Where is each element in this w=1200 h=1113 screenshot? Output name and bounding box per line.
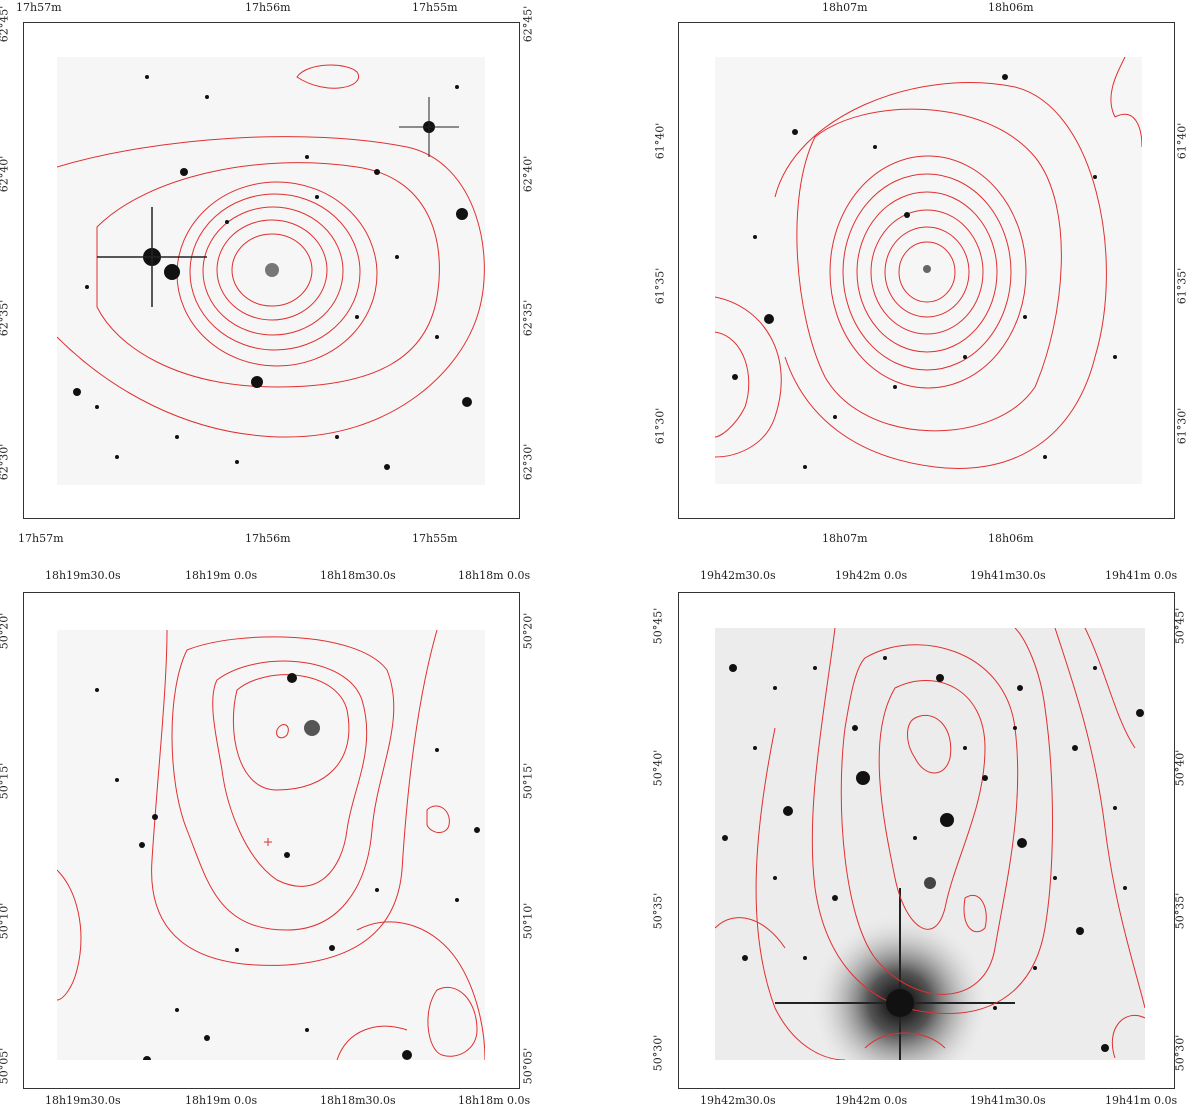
- dec-right-label: 62°40': [522, 156, 534, 193]
- sky-image: [57, 57, 485, 485]
- dec-right-label: 62°30': [522, 444, 534, 481]
- dec-left-label: 61°30': [654, 408, 666, 445]
- dec-left-label: 61°40': [654, 123, 666, 160]
- sky-image: [715, 628, 1145, 1060]
- dec-left-label: 50°20': [0, 613, 10, 650]
- ra-top-label: 18h18m 0.0s: [458, 570, 530, 582]
- dec-right-label: 62°35': [522, 300, 534, 337]
- ra-top-label: 18h07m: [822, 2, 868, 14]
- ra-top-label: 18h06m: [988, 2, 1034, 14]
- ra-top-label: 17h55m: [412, 2, 458, 14]
- dec-right-label: 61°40': [1176, 123, 1188, 160]
- dec-right-label: 61°35': [1176, 268, 1188, 305]
- dec-left-label: 50°35': [652, 893, 664, 930]
- ra-top-label: 19h42m30.0s: [700, 570, 776, 582]
- ra-bottom-label: 17h57m: [18, 533, 64, 545]
- dec-left-label: 50°40': [652, 750, 664, 787]
- panel-2: 18h07m 18h06m 18h07m 18h06m 61°40' 61°35…: [600, 0, 1200, 560]
- sky-image: [715, 57, 1142, 484]
- dec-left-label: 50°45': [652, 608, 664, 645]
- ra-bottom-label: 19h42m 0.0s: [835, 1095, 907, 1107]
- ra-top-label: 18h18m30.0s: [320, 570, 396, 582]
- dec-left-label: 62°30': [0, 444, 10, 481]
- dec-left-label: 62°35': [0, 300, 10, 337]
- dec-left-label: 62°40': [0, 156, 10, 193]
- ra-bottom-label: 18h18m30.0s: [320, 1095, 396, 1107]
- ra-top-label: 17h56m: [245, 2, 291, 14]
- dec-right-label: 61°30': [1176, 408, 1188, 445]
- dec-left-label: 62°45': [0, 6, 10, 43]
- dec-right-label: 50°40': [1174, 750, 1186, 787]
- ra-bottom-label: 18h18m 0.0s: [458, 1095, 530, 1107]
- panel-4: 19h42m30.0s 19h42m 0.0s 19h41m30.0s 19h4…: [600, 560, 1200, 1113]
- contour-overlay: [715, 628, 1145, 1060]
- panel-1: 17h57m 17h56m 17h55m 17h57m 17h56m 17h55…: [0, 0, 600, 560]
- panel-3: 18h19m30.0s 18h19m 0.0s 18h18m30.0s 18h1…: [0, 560, 600, 1113]
- dec-right-label: 50°10': [522, 903, 534, 940]
- sky-image: [57, 630, 485, 1060]
- ra-bottom-label: 19h41m30.0s: [970, 1095, 1046, 1107]
- dec-left-label: 50°30': [652, 1035, 664, 1072]
- ra-bottom-label: 19h41m 0.0s: [1105, 1095, 1177, 1107]
- ra-bottom-label: 17h55m: [412, 533, 458, 545]
- dec-right-label: 50°05': [522, 1048, 534, 1085]
- dec-left-label: 50°10': [0, 903, 10, 940]
- dec-left-label: 50°05': [0, 1048, 10, 1085]
- ra-bottom-label: 18h19m 0.0s: [185, 1095, 257, 1107]
- contour-overlay: [57, 57, 485, 485]
- dec-left-label: 61°35': [654, 268, 666, 305]
- ra-top-label: 19h41m 0.0s: [1105, 570, 1177, 582]
- dec-right-label: 50°35': [1174, 893, 1186, 930]
- ra-top-label: 17h57m: [16, 2, 62, 14]
- ra-top-label: 19h41m30.0s: [970, 570, 1046, 582]
- dec-right-label: 62°45': [522, 6, 534, 43]
- ra-top-label: 18h19m30.0s: [45, 570, 121, 582]
- contour-overlay: [715, 57, 1142, 484]
- ra-bottom-label: 18h19m30.0s: [45, 1095, 121, 1107]
- ra-bottom-label: 18h06m: [988, 533, 1034, 545]
- contour-overlay: [57, 630, 485, 1060]
- ra-top-label: 19h42m 0.0s: [835, 570, 907, 582]
- ra-top-label: 18h19m 0.0s: [185, 570, 257, 582]
- ra-bottom-label: 18h07m: [822, 533, 868, 545]
- dec-left-label: 50°15': [0, 763, 10, 800]
- ra-bottom-label: 19h42m30.0s: [700, 1095, 776, 1107]
- dec-right-label: 50°20': [522, 613, 534, 650]
- dec-right-label: 50°45': [1174, 608, 1186, 645]
- dec-right-label: 50°30': [1174, 1035, 1186, 1072]
- dec-right-label: 50°15': [522, 763, 534, 800]
- ra-bottom-label: 17h56m: [245, 533, 291, 545]
